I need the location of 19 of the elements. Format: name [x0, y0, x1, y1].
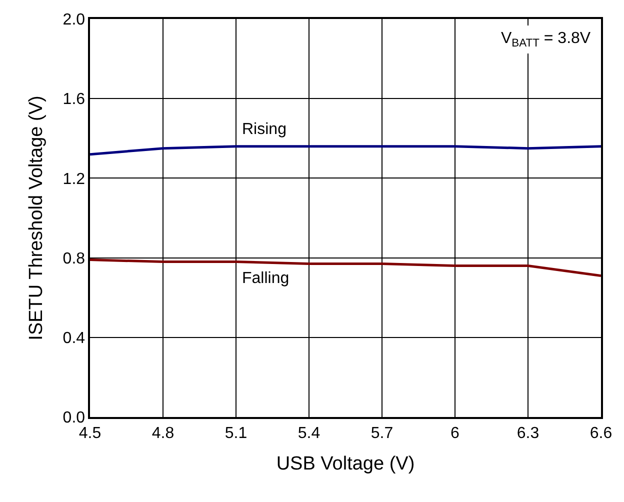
y-tick-label: 0.4	[62, 330, 86, 347]
y-tick-label: 0.8	[62, 250, 86, 268]
x-tick-label: 5.1	[224, 424, 248, 442]
x-axis-title: USB Voltage (V)	[276, 453, 415, 474]
y-tick-label: 2.0	[62, 12, 86, 29]
y-axis-title: ISETU Threshold Voltage (V)	[26, 96, 48, 340]
x-tick-label: 6.6	[590, 424, 612, 442]
series-label: Rising	[242, 121, 286, 138]
y-tick-label: 1.6	[62, 91, 86, 108]
x-tick-label: 5.4	[298, 424, 320, 442]
annotation: V$_{BATT}$ = 3.8V	[501, 30, 591, 50]
y-tick-label: 1.2	[62, 170, 86, 188]
series-label: Falling	[242, 270, 290, 287]
x-tick-label: 5.7	[370, 424, 394, 442]
x-tick-label: 4.5	[78, 424, 102, 442]
y-tick-label: 0.0	[62, 410, 86, 427]
x-tick-label: 6.3	[516, 424, 540, 442]
x-tick-label: 6	[450, 424, 460, 442]
x-tick-label: 4.8	[152, 424, 174, 442]
